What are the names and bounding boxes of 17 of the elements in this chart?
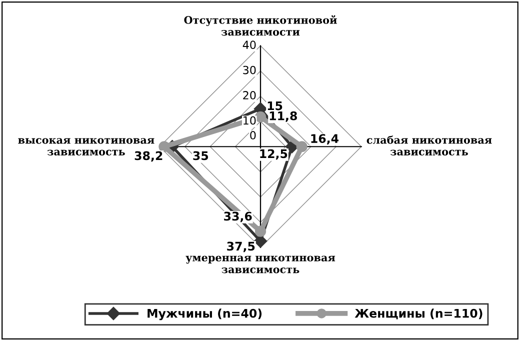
spoke-label: Отсутствие никотиновой зависимости <box>184 15 337 36</box>
data-label: 12,5 <box>260 149 288 160</box>
y-tick-label: 40 <box>242 40 256 50</box>
y-tick-label: 30 <box>243 66 256 74</box>
legend-label: Мужчины (n=40) <box>148 308 262 320</box>
data-label: 16,4 <box>311 134 338 145</box>
spoke-label: слабая никотиновая зависимость <box>366 136 492 156</box>
y-tick-label: 20 <box>243 91 256 100</box>
data-label: 35 <box>193 151 208 160</box>
y-tick-label: 10 <box>244 116 256 125</box>
y-tick-label: 0 <box>250 131 256 140</box>
data-label: 11,8 <box>270 111 297 122</box>
data-label: 33,6 <box>224 212 252 222</box>
legend-label: Женщины (n=110) <box>354 308 482 320</box>
data-label: 37,5 <box>227 242 255 252</box>
spoke-label: умеренная никотиновая зависимость <box>186 256 336 274</box>
data-label: 15 <box>268 101 282 110</box>
